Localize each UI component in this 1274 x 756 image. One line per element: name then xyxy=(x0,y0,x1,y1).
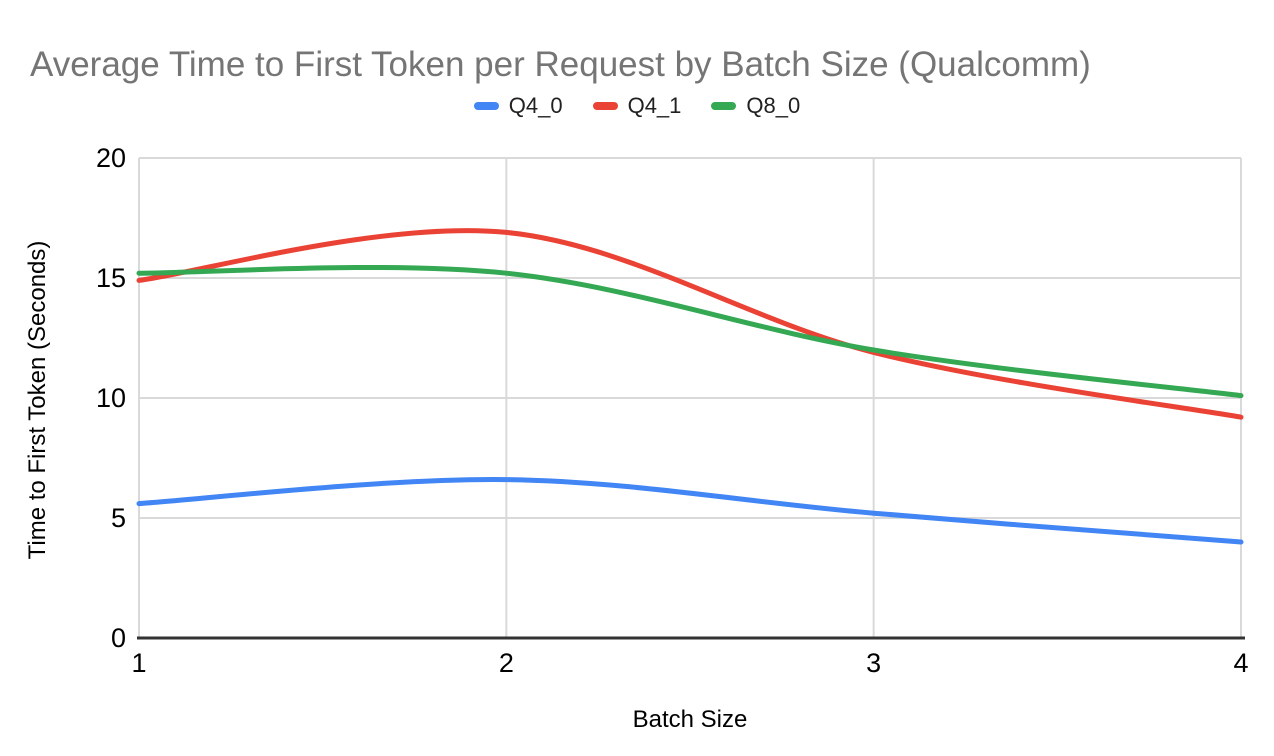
y-tick-label: 15 xyxy=(96,263,126,293)
legend-label-q8_0: Q8_0 xyxy=(746,93,801,118)
legend-label-q4_0: Q4_0 xyxy=(508,93,563,118)
series-line-Q8_0 xyxy=(136,265,1244,399)
legend-swatch-q4_0 xyxy=(473,102,499,110)
y-tick-label: 10 xyxy=(96,383,126,413)
series-line-Q4_1 xyxy=(136,228,1244,420)
legend-item-q4_1: Q4_1 xyxy=(592,93,682,119)
x-axis-title: Batch Size xyxy=(632,706,748,733)
legend-swatch-q4_1 xyxy=(592,102,618,110)
x-tick-label: 2 xyxy=(499,648,514,678)
legend-item-q8_0: Q8_0 xyxy=(711,93,800,119)
legend-item-q4_0: Q4_0 xyxy=(473,93,563,119)
y-tick-label: 0 xyxy=(111,623,126,653)
y-tick-label: 5 xyxy=(111,503,126,533)
legend-label-q4_1: Q4_1 xyxy=(627,93,682,118)
x-tick-label: 3 xyxy=(866,648,881,678)
chart-legend: Q4_0 Q4_1 Q8_0 xyxy=(0,93,1274,119)
x-tick-label: 4 xyxy=(1233,648,1248,678)
legend-swatch-q8_0 xyxy=(711,102,737,110)
series-line-Q4_0 xyxy=(136,477,1244,545)
x-tick-label: 1 xyxy=(131,648,146,678)
chart-title: Average Time to First Token per Request … xyxy=(30,45,1091,85)
y-tick-label: 20 xyxy=(96,143,126,173)
